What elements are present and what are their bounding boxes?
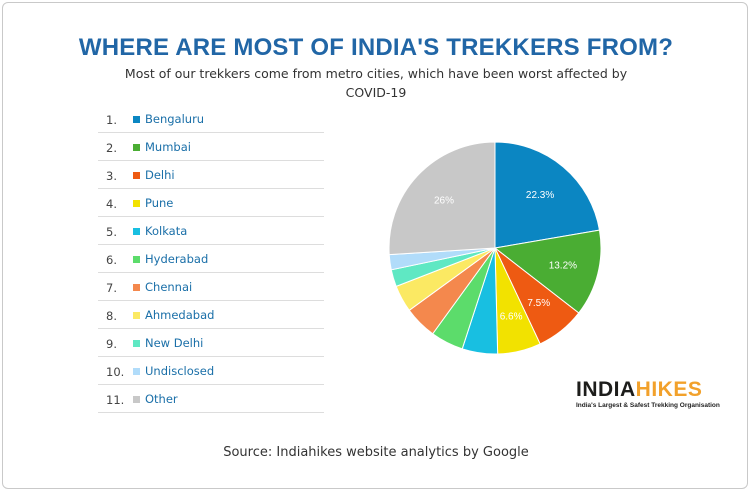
source-note: Source: Indiahikes website analytics by … xyxy=(223,445,529,460)
legend-item: 4. Pune xyxy=(98,190,324,217)
logo-text-hikes: HIKES xyxy=(635,378,703,401)
legend-item: 7. Chennai xyxy=(98,274,324,301)
legend-rank: 11. xyxy=(106,393,125,407)
pie-data-label: 7.5% xyxy=(527,298,550,309)
pie-data-label: 6.6% xyxy=(500,312,523,323)
legend-swatch xyxy=(133,228,140,235)
pie-data-label: 26% xyxy=(434,196,454,207)
legend-item: 5. Kolkata xyxy=(98,218,324,245)
legend: 1. Bengaluru 2. Mumbai 3. Delhi 4. Pune 5. Kolkat… xyxy=(98,106,324,414)
chart-subtitle: Most of our trekkers come from metro cit… xyxy=(124,66,628,100)
chart-card xyxy=(2,2,748,489)
indiahikes-logo: INDIAHIKES India's Largest & Safest Trek… xyxy=(576,378,720,410)
legend-rank: 5. xyxy=(106,225,117,239)
legend-label: New Delhi xyxy=(145,336,204,350)
legend-swatch xyxy=(133,284,140,291)
legend-label: Ahmedabad xyxy=(145,308,215,322)
legend-item: 6. Hyderabad xyxy=(98,246,324,273)
legend-label: Pune xyxy=(145,196,174,210)
legend-rank: 7. xyxy=(106,281,117,295)
legend-swatch xyxy=(133,368,140,375)
pie-chart: 22.3% 13.2% 7.5% 6.6% 26% xyxy=(388,141,602,355)
legend-rank: 4. xyxy=(106,197,117,211)
legend-swatch xyxy=(133,340,140,347)
legend-label: Delhi xyxy=(145,168,175,182)
legend-item: 1. Bengaluru xyxy=(98,106,324,133)
pie-slice-mumbai xyxy=(493,229,602,314)
pie-data-label: 13.2% xyxy=(549,260,577,271)
legend-rank: 9. xyxy=(106,337,117,351)
legend-item: 8. Ahmedabad xyxy=(98,302,324,329)
legend-swatch xyxy=(133,256,140,263)
legend-rank: 10. xyxy=(106,365,125,379)
legend-item: 2. Mumbai xyxy=(98,134,324,161)
pie-slice-bengaluru xyxy=(494,141,601,249)
legend-rank: 1. xyxy=(106,113,117,127)
legend-item: 3. Delhi xyxy=(98,162,324,189)
legend-label: Kolkata xyxy=(145,224,188,238)
legend-swatch xyxy=(133,116,140,123)
legend-rank: 8. xyxy=(106,309,117,323)
logo-text-india: INDIA xyxy=(576,378,636,401)
legend-label: Hyderabad xyxy=(145,252,209,266)
legend-rank: 6. xyxy=(106,253,117,267)
legend-swatch xyxy=(133,396,140,403)
legend-rank: 2. xyxy=(106,141,117,155)
legend-swatch xyxy=(133,200,140,207)
legend-label: Other xyxy=(145,392,178,406)
chart-title: WHERE ARE MOST OF INDIA'S TREKKERS FROM? xyxy=(78,34,674,61)
legend-label: Mumbai xyxy=(145,140,191,154)
legend-item: 11. Other xyxy=(98,386,324,413)
legend-swatch xyxy=(133,144,140,151)
legend-label: Chennai xyxy=(145,280,193,294)
legend-item: 10. Undisclosed xyxy=(98,358,324,385)
logo-tagline: India's Largest & Safest Trekking Organi… xyxy=(576,402,720,409)
pie-data-label: 22.3% xyxy=(526,190,554,201)
legend-swatch xyxy=(133,312,140,319)
legend-rank: 3. xyxy=(106,169,117,183)
legend-item: 9. New Delhi xyxy=(98,330,324,357)
legend-label: Bengaluru xyxy=(145,112,205,126)
legend-swatch xyxy=(133,172,140,179)
pie-slice-other xyxy=(388,141,496,256)
legend-label: Undisclosed xyxy=(145,364,215,378)
